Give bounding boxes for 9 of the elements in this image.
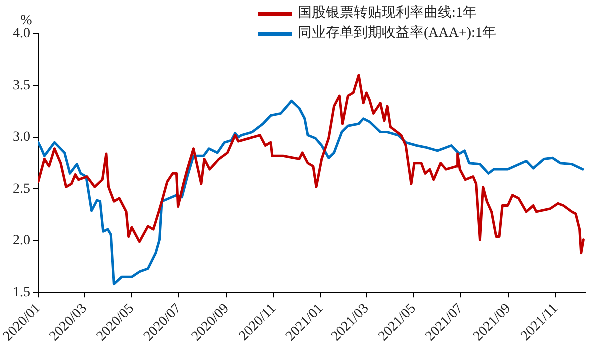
y-axis-title: % bbox=[20, 14, 33, 29]
y-tick-label: 3.0 bbox=[13, 130, 30, 146]
y-tick-label: 2.5 bbox=[13, 182, 30, 197]
legend-label: 同业存单到期收益率(AAA+):1年 bbox=[298, 24, 496, 43]
y-tick-label: 2.0 bbox=[13, 234, 30, 249]
legend-label: 国股银票转贴现利率曲线:1年 bbox=[298, 4, 477, 23]
y-tick-label: 1.5 bbox=[13, 285, 30, 300]
y-tick-label: 3.5 bbox=[13, 78, 30, 94]
y-tick-label: 4.0 bbox=[13, 26, 30, 42]
